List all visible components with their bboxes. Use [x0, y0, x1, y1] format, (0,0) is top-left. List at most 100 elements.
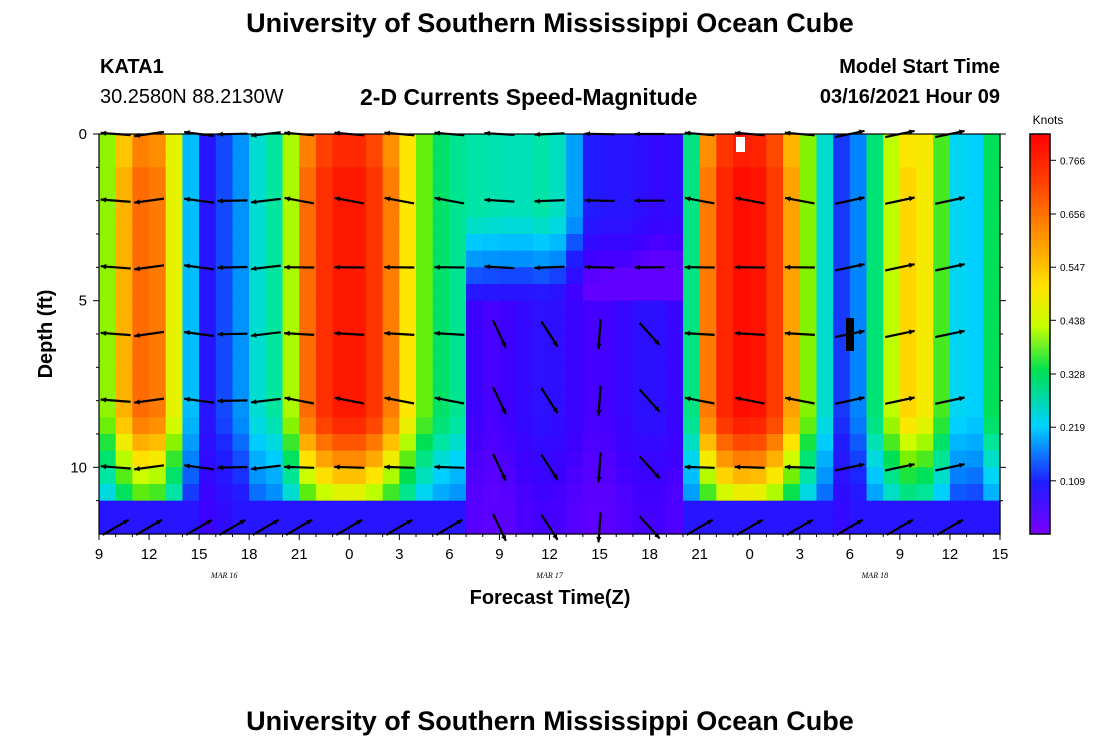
heat-cell	[733, 417, 751, 435]
heat-cell	[916, 267, 934, 285]
heat-cell	[299, 467, 317, 485]
heat-cell	[149, 334, 167, 352]
heat-cell	[215, 284, 234, 302]
heat-cell	[482, 350, 501, 368]
heat-cell	[199, 350, 217, 368]
heat-cell	[232, 200, 250, 218]
heat-cell	[282, 434, 300, 452]
heat-cell	[365, 267, 384, 285]
heat-cell	[616, 367, 634, 385]
heat-cell	[99, 450, 117, 468]
heat-cell	[816, 384, 834, 402]
heat-cell	[332, 150, 350, 168]
heat-cell	[816, 150, 834, 168]
heat-cell	[365, 284, 384, 302]
heat-cell	[949, 467, 968, 485]
heat-cell	[883, 384, 901, 402]
heat-cell	[365, 500, 384, 518]
heat-cell	[215, 267, 234, 285]
heat-cell	[299, 200, 317, 218]
heat-cell	[883, 217, 901, 235]
heat-cell	[883, 134, 901, 152]
vector-head	[184, 463, 190, 469]
heat-cell	[899, 350, 918, 368]
heat-cell	[432, 467, 450, 485]
heat-cell	[833, 284, 851, 302]
heat-cell	[132, 134, 150, 152]
vector-arrow	[185, 518, 213, 536]
heat-cell	[132, 267, 150, 285]
heat-cell	[466, 184, 484, 202]
heat-cell	[482, 150, 501, 168]
heat-cell	[382, 150, 400, 168]
vector-head	[552, 407, 558, 414]
heat-cell	[899, 467, 918, 485]
heat-cell	[666, 250, 684, 268]
heat-cell	[232, 417, 250, 435]
heat-cell	[149, 367, 167, 385]
heat-cell	[649, 517, 667, 535]
heat-cell	[616, 484, 634, 502]
heat-cell	[799, 134, 818, 152]
heat-cell	[966, 450, 984, 468]
vector-head	[284, 330, 290, 336]
heat-cell	[466, 284, 484, 302]
heat-cell	[649, 417, 667, 435]
heat-cell	[299, 367, 317, 385]
heat-cell	[599, 384, 617, 402]
vector-arrow	[184, 196, 215, 204]
heat-cell	[566, 350, 584, 368]
heat-cell	[115, 284, 133, 302]
heat-cell	[532, 434, 551, 452]
vector-head	[484, 264, 490, 270]
heat-cell	[699, 284, 717, 302]
vector-arrow	[734, 396, 765, 405]
heat-cell	[899, 434, 918, 452]
heat-cell	[182, 150, 200, 168]
heat-cell	[599, 134, 617, 152]
vector-head	[184, 396, 190, 402]
heat-cell	[733, 167, 751, 185]
heat-cell	[566, 234, 584, 252]
heat-cell	[632, 400, 651, 418]
vector-head	[434, 330, 440, 336]
vector-arrow	[734, 464, 765, 470]
heat-cell	[132, 200, 150, 218]
vector-arrow	[492, 453, 507, 482]
heat-cell	[215, 317, 234, 335]
heat-cell	[833, 184, 851, 202]
heat-cell	[949, 217, 968, 235]
heat-cell	[916, 350, 934, 368]
heat-cell	[816, 200, 834, 218]
heat-cell	[766, 384, 784, 402]
heat-cell	[632, 267, 651, 285]
heat-cell	[482, 367, 501, 385]
heat-cell	[449, 167, 467, 185]
heat-cell	[365, 417, 384, 435]
heat-cell	[599, 484, 617, 502]
heat-cell	[299, 450, 317, 468]
heat-cell	[966, 334, 984, 352]
heat-cell	[399, 467, 417, 485]
heat-cell	[165, 317, 184, 335]
heat-cell	[315, 367, 334, 385]
heat-cell	[733, 384, 751, 402]
heat-cell	[833, 350, 851, 368]
heat-cell	[783, 300, 801, 318]
heat-cell	[566, 384, 584, 402]
vector-head	[596, 476, 602, 483]
heat-cell	[666, 284, 684, 302]
heat-cell	[866, 400, 884, 418]
heat-cell	[716, 217, 734, 235]
heat-cell	[899, 267, 918, 285]
vector-arrow	[384, 130, 415, 137]
heat-cell	[666, 317, 684, 335]
heat-cell	[783, 400, 801, 418]
heat-cell	[716, 484, 734, 502]
heat-cell	[866, 500, 884, 518]
vector-head	[484, 197, 490, 203]
heat-cell	[833, 134, 851, 152]
heat-cell	[115, 450, 133, 468]
heat-cell	[232, 250, 250, 268]
